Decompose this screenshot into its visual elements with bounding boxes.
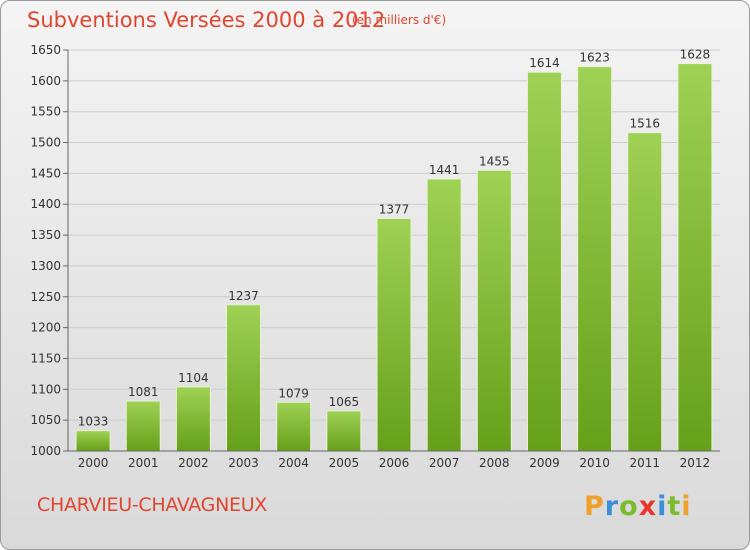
svg-text:Proxiti: Proxiti [584, 491, 692, 522]
data-label: 1614 [529, 56, 560, 70]
y-tick-label: 1000 [30, 444, 61, 458]
y-tick-label: 1650 [30, 43, 61, 57]
data-label: 1516 [629, 117, 660, 131]
x-tick-label: 2009 [529, 456, 560, 470]
data-label: 1441 [429, 163, 460, 177]
logo-letter: i [657, 491, 667, 522]
logo-letter: x [639, 491, 657, 522]
y-tick-label: 1200 [30, 321, 61, 335]
bars [75, 63, 713, 452]
x-tick-label: 2005 [329, 456, 360, 470]
bar-2001 [125, 400, 161, 452]
data-label: 1628 [680, 48, 711, 62]
data-label: 1081 [128, 385, 159, 399]
y-axis-ticks: 1000 1050 1100 1150 1200 1250 1300 1350 1400 1450… [30, 43, 69, 458]
data-label: 1237 [228, 289, 259, 303]
y-tick-label: 1600 [30, 74, 61, 88]
y-tick-label: 1050 [30, 413, 61, 427]
logo-letter: r [605, 491, 619, 522]
data-label: 1079 [278, 386, 309, 400]
data-label: 1033 [78, 415, 109, 429]
x-tick-label: 2002 [178, 456, 209, 470]
data-label: 1065 [329, 395, 360, 409]
x-axis-ticks: 2000 2001 2002 2003 2004 2005 2006 2007 2008 2009… [68, 450, 720, 470]
bar-2008 [476, 169, 512, 452]
bar-2005 [326, 410, 362, 452]
bar-2000 [75, 430, 111, 452]
y-tick-label: 1150 [30, 351, 61, 365]
bar-2004 [276, 401, 312, 452]
bar-2011 [627, 132, 663, 452]
bar-2003 [226, 304, 262, 452]
data-label: 1455 [479, 154, 510, 168]
data-label: 1377 [379, 202, 410, 216]
logo-letter: P [584, 491, 605, 522]
y-tick-label: 1400 [30, 197, 61, 211]
x-tick-label: 2010 [579, 456, 610, 470]
x-tick-label: 2008 [479, 456, 510, 470]
x-tick-label: 2012 [680, 456, 711, 470]
commune-name: CHARVIEU-CHAVAGNEUX [37, 494, 268, 516]
bar-2009 [526, 71, 562, 452]
y-tick-label: 1100 [30, 382, 61, 396]
y-tick-label: 1250 [30, 290, 61, 304]
bar-2012 [677, 63, 713, 452]
y-tick-label: 1550 [30, 105, 61, 119]
logo-letter: i [681, 491, 691, 522]
x-tick-label: 2003 [228, 456, 259, 470]
x-tick-label: 2000 [78, 456, 109, 470]
y-tick-label: 1500 [30, 136, 61, 150]
x-tick-label: 2011 [629, 456, 660, 470]
bar-2006 [376, 217, 412, 452]
x-tick-label: 2007 [429, 456, 460, 470]
logo-letter: t [667, 491, 681, 522]
bar-2010 [577, 66, 613, 452]
unit-note: (en milliers d'€) [352, 13, 447, 27]
x-tick-label: 2006 [379, 456, 410, 470]
proxiti-logo: Proxiti [584, 491, 692, 522]
y-tick-label: 1350 [30, 228, 61, 242]
data-labels: 1033 1081 1104 1237 1079 1065 1377 1441 1455 1614… [78, 48, 710, 429]
logo-letter: o [619, 491, 639, 522]
bar-2007 [426, 178, 462, 452]
y-tick-label: 1300 [30, 259, 61, 273]
y-tick-label: 1450 [30, 166, 61, 180]
data-label: 1104 [178, 371, 209, 385]
bar-2002 [175, 386, 211, 452]
x-tick-label: 2001 [128, 456, 159, 470]
data-label: 1623 [579, 51, 610, 65]
chart-title: Subventions Versées 2000 à 2012 [27, 8, 386, 32]
x-tick-label: 2004 [278, 456, 309, 470]
